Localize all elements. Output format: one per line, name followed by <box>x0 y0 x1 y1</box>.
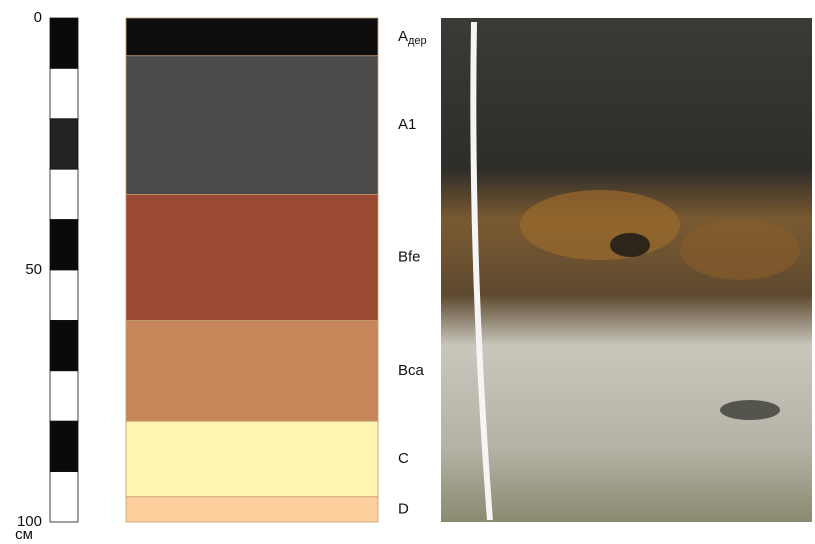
scale-block <box>49 370 79 422</box>
horizon-label: Bca <box>398 362 425 379</box>
horizon-label: Bfe <box>398 248 421 265</box>
depth-scale: 0 50 100 <box>17 9 79 530</box>
scale-block <box>49 68 79 120</box>
horizon-name: D <box>398 500 409 517</box>
horizons: Aдер A1 Bfe Bca C D <box>125 17 427 523</box>
horizon <box>125 17 379 57</box>
scale-block <box>49 219 79 271</box>
scale-block <box>49 471 79 523</box>
horizon-name: Bfe <box>398 248 421 265</box>
scale-block <box>49 168 79 220</box>
scale-block <box>49 17 79 69</box>
horizon <box>125 55 379 195</box>
horizon-name: A <box>398 28 408 45</box>
horizon <box>125 496 379 523</box>
unit-label: см <box>15 526 33 543</box>
horizon-label: Aдер <box>398 28 427 47</box>
horizon-label: D <box>398 500 409 517</box>
horizon <box>125 193 379 321</box>
tick-label: 0 <box>34 9 42 26</box>
horizon-label: C <box>398 450 409 467</box>
horizon <box>125 420 379 498</box>
scale-block <box>49 319 79 372</box>
tick-label: 100 <box>17 513 42 530</box>
soil-photo <box>441 18 812 522</box>
scale-block <box>49 420 79 473</box>
tick-label: 50 <box>25 261 42 278</box>
horizon-label: A1 <box>398 116 416 133</box>
scale-block <box>49 118 79 170</box>
horizon-subscript: дер <box>408 35 427 47</box>
horizon-name: A1 <box>398 116 416 133</box>
scale-block <box>49 269 79 321</box>
horizon-name: Bca <box>398 362 425 379</box>
horizon <box>125 319 379 422</box>
horizon-name: C <box>398 450 409 467</box>
